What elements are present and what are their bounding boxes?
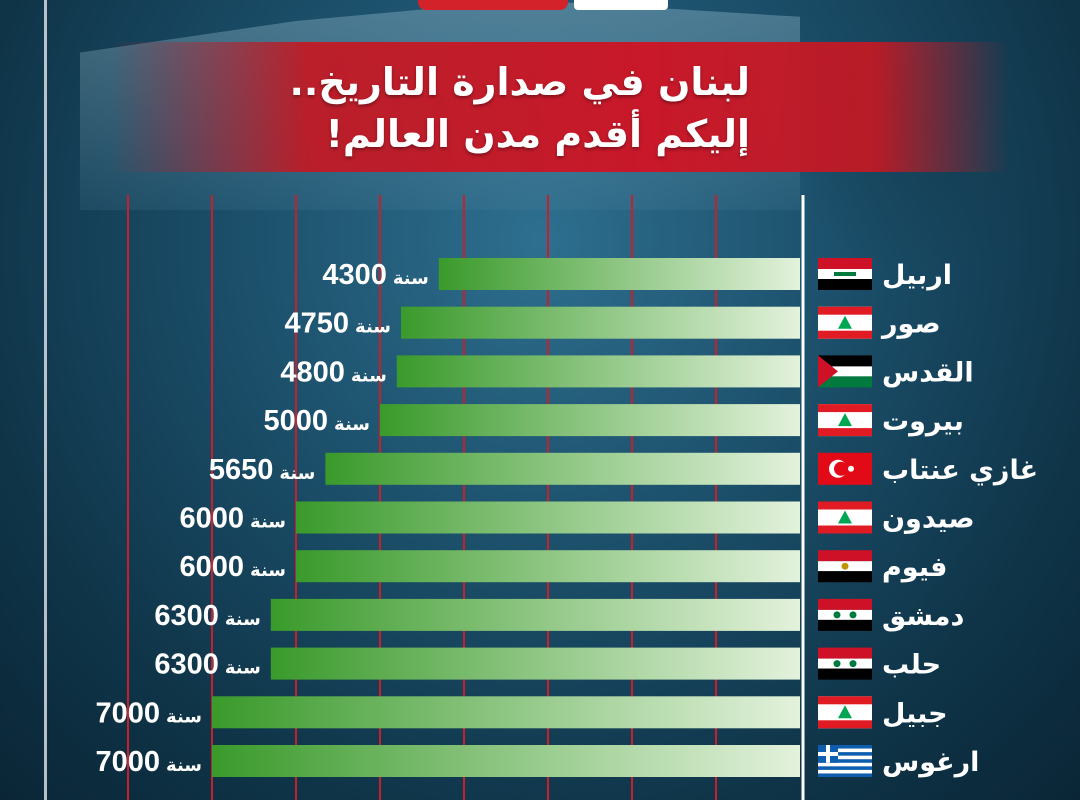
city-label: فيوم (882, 552, 947, 583)
value-number: 5650 (209, 454, 274, 486)
lebanon-flag (818, 501, 872, 534)
city-label: جبيل (882, 698, 948, 729)
value-label: 4300 سنة (322, 259, 428, 291)
lebanon-flag (818, 306, 872, 339)
bar (212, 745, 800, 777)
bar (396, 355, 800, 388)
city-label: دمشق (882, 601, 964, 632)
bar (325, 452, 800, 485)
city-label: غازي عنتاب (882, 455, 1038, 486)
value-unit: سنة (250, 560, 286, 581)
title-band (110, 42, 1010, 172)
greece-flag (818, 745, 872, 777)
title-line-1: لبنان في صدارة التاريخ.. (289, 60, 751, 104)
city-label: ارغوس (882, 747, 979, 778)
bar (401, 306, 800, 339)
logo-white-part (574, 0, 668, 10)
lebanon-flag (818, 404, 872, 437)
value-unit: سنة (166, 706, 202, 727)
city-label: القدس (882, 357, 974, 388)
value-number: 7000 (96, 746, 161, 778)
left-border-line (44, 0, 47, 800)
value-number: 5000 (264, 405, 329, 437)
top-logo-badge (418, 0, 668, 10)
bar-row: 4300 سنة اربيل (322, 258, 952, 291)
bar-row: 7000 سنة ارغوس (96, 745, 979, 778)
bar-row: 5650 سنة غازي عنتاب (209, 452, 1038, 486)
logo-red-part (418, 0, 568, 10)
value-label: 6000 سنة (180, 551, 286, 583)
value-label: 4750 سنة (285, 308, 391, 340)
value-label: 4800 سنة (280, 356, 386, 388)
value-label: 6300 سنة (154, 649, 260, 681)
bar (212, 696, 800, 729)
value-unit: سنة (279, 463, 315, 484)
value-unit: سنة (225, 609, 261, 630)
city-label: حلب (882, 650, 941, 681)
iraq-flag (818, 258, 872, 290)
bar-row: 6000 سنة فيوم (180, 550, 947, 583)
lebanon-flag (818, 696, 872, 729)
bar-row: 4800 سنة القدس (280, 355, 974, 388)
value-label: 6300 سنة (154, 600, 260, 632)
bar (270, 647, 800, 680)
turkey-flag (818, 452, 872, 485)
value-unit: سنة (355, 317, 391, 338)
value-number: 6000 (180, 551, 245, 583)
value-unit: سنة (225, 658, 261, 679)
value-label: 7000 سنة (96, 697, 202, 729)
value-unit: سنة (250, 512, 286, 533)
bar-row: 6300 سنة حلب (154, 647, 941, 681)
value-unit: سنة (334, 414, 370, 435)
city-label: صيدون (882, 504, 975, 535)
value-unit: سنة (166, 755, 202, 776)
syria-flag (818, 598, 872, 631)
value-number: 6000 (180, 503, 245, 535)
syria-flag (818, 647, 872, 680)
city-label: بيروت (882, 406, 964, 437)
value-number: 7000 (96, 697, 161, 729)
bar-row: 4750 سنة صور (285, 306, 941, 340)
bar (380, 404, 800, 437)
value-label: 5650 سنة (209, 454, 315, 486)
value-number: 4800 (280, 356, 345, 388)
bar (270, 598, 800, 631)
value-number: 6300 (154, 600, 219, 632)
value-number: 6300 (154, 649, 219, 681)
value-number: 4300 (322, 259, 387, 291)
title-line-2: إليكم أقدم مدن العالم! (325, 112, 750, 156)
bar (296, 501, 800, 534)
value-number: 4750 (285, 308, 350, 340)
value-label: 5000 سنة (264, 405, 370, 437)
bar-row: 5000 سنة بيروت (264, 404, 964, 437)
city-label: اربيل (882, 260, 952, 291)
bar-row: 6300 سنة دمشق (154, 598, 964, 632)
value-label: 7000 سنة (96, 746, 202, 778)
bar-row: 6000 سنة صيدون (180, 501, 975, 535)
value-unit: سنة (351, 365, 387, 386)
bar (438, 258, 800, 290)
value-label: 6000 سنة (180, 503, 286, 535)
palestine-flag (818, 355, 872, 388)
city-label: صور (880, 309, 941, 340)
value-unit: سنة (393, 268, 429, 289)
egypt-flag (818, 550, 872, 583)
bar-row: 7000 سنة جبيل (96, 696, 948, 729)
bar (296, 550, 800, 583)
